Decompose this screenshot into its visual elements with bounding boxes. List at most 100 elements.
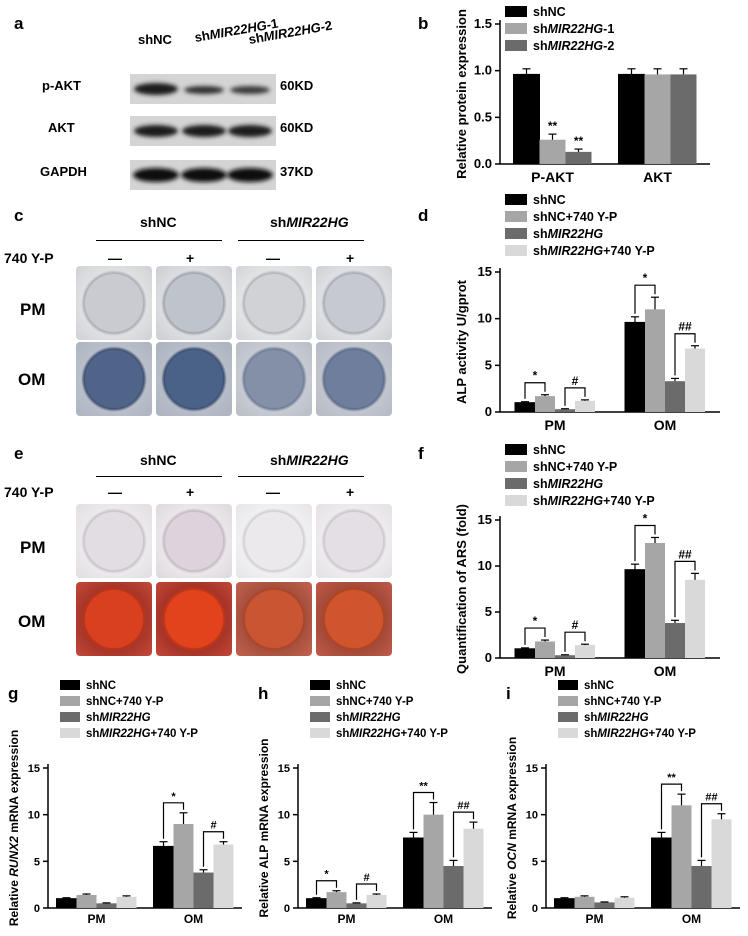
significance-label: *	[533, 369, 538, 383]
legend-swatch-0	[505, 6, 527, 17]
panel-letter-a: a	[14, 14, 24, 33]
bar-OM-2	[665, 623, 685, 658]
bar-PM-1	[535, 396, 555, 412]
group-line-shnc-e	[96, 476, 222, 477]
sign-c-4: +	[346, 250, 355, 266]
y-tick-label: 5	[485, 604, 492, 619]
blot-strip-pakt	[130, 74, 276, 104]
y-tick-label: 1.5	[474, 16, 492, 31]
significance-label: **	[548, 119, 558, 133]
legend-label-0: shNC	[584, 680, 614, 692]
row-label-om-c: OM	[18, 370, 46, 389]
legend-label-3: shMIR22HG+740 Y-P	[336, 728, 448, 740]
bar-PM-0	[554, 898, 575, 909]
x-tick-label-PM: PM	[545, 663, 566, 678]
legend-label-0: shNC	[533, 193, 566, 207]
significance-bracket	[524, 627, 546, 645]
legend-swatch-3	[60, 728, 80, 738]
size-label-pakt: 60KD	[280, 78, 314, 93]
panel-letter-h: h	[258, 684, 269, 703]
legend-label-0: shNC	[533, 443, 566, 457]
y-tick-label: 5	[532, 856, 538, 868]
row-label-gapdh: GAPDH	[40, 164, 87, 179]
legend-label-2: shMIR22HG	[336, 712, 401, 724]
y-tick-label: 15	[28, 763, 40, 775]
bar-OM-1	[423, 814, 444, 908]
bar-OM-0	[403, 837, 424, 909]
bar-PM-2	[555, 655, 575, 658]
significance-label: **	[574, 134, 584, 148]
bar-OM-2	[691, 866, 712, 908]
dish-e-om-1	[76, 582, 152, 656]
legend-label-2: shMIR22HG	[533, 227, 603, 241]
chart-f: shNC shNC+740 Y-P shMIR22HG shMIR22HG+740 Y…	[454, 443, 720, 678]
y-tick-label: 15	[278, 763, 290, 775]
legend-swatch-0	[505, 194, 527, 205]
y-tick-label: 10	[28, 810, 40, 822]
group-label-shmir-c: shMIR22HG	[270, 214, 349, 230]
bar-PM-0	[56, 898, 77, 909]
significance-bracket	[564, 631, 586, 652]
dish-e-pm-4	[316, 504, 392, 578]
y-tick-label: 0	[34, 903, 40, 915]
legend-swatch-2	[505, 228, 527, 239]
bar-PM-3	[575, 400, 595, 412]
x-tick-label-OM: OM	[184, 912, 203, 926]
panel-letter-f: f	[418, 444, 424, 463]
significance-bracket	[674, 333, 696, 376]
significance-bracket	[412, 791, 435, 830]
significance-label: #	[363, 872, 369, 884]
significance-bracket	[202, 831, 225, 867]
panel-letter-e: e	[14, 444, 24, 463]
y-axis-label: Quantification of ARS (fold)	[454, 504, 469, 674]
legend-label-1: shNC+740 Y-P	[533, 210, 617, 224]
bar-OM-1	[173, 824, 194, 908]
bar-OM-1	[645, 309, 665, 412]
sign-e-4: +	[346, 484, 355, 500]
sign-c-2: +	[186, 250, 195, 266]
bar-PM-1	[535, 641, 555, 658]
bar-P-AKT-0	[513, 73, 540, 165]
row-label-pm-c: PM	[20, 300, 46, 319]
panel-letter-i: i	[506, 684, 511, 703]
legend-label-3: shMIR22HG+740 Y-P	[533, 494, 655, 508]
bar-OM-0	[624, 321, 646, 413]
significance-bracket	[660, 783, 683, 830]
legend-label-1: shNC+740 Y-P	[533, 460, 617, 474]
significance-bracket	[452, 811, 475, 858]
y-tick-label: 10	[478, 311, 492, 326]
legend-label-1: shMIR22HG-1	[533, 22, 614, 36]
legend-swatch-0	[505, 444, 527, 455]
significance-bracket	[700, 803, 723, 858]
row-label-pm-e: PM	[20, 538, 46, 557]
x-tick-label-OM: OM	[654, 663, 677, 678]
bar-AKT-0	[618, 73, 645, 165]
bar-OM-0	[624, 569, 646, 659]
panel-letter-g: g	[8, 684, 19, 703]
significance-bracket	[564, 387, 586, 406]
legend-label-2: shMIR22HG	[533, 477, 603, 491]
bar-OM-2	[665, 381, 685, 412]
chart-h: shNC shNC+740 Y-P shMIR22HG shMIR22HG+740 Y…	[257, 680, 492, 926]
y-axis-label: Relative RUNX2 mRNA expression	[7, 730, 21, 926]
group-line-shmir-c	[238, 240, 364, 241]
x-tick-label-OM: OM	[654, 417, 677, 433]
legend-label-3: shMIR22HG+740 Y-P	[584, 728, 696, 740]
legend-swatch-2	[310, 712, 330, 722]
bar-OM-3	[685, 348, 705, 412]
significance-bracket	[634, 284, 656, 314]
legend-swatch-0	[60, 680, 80, 690]
legend-label-1: shNC+740 Y-P	[86, 696, 164, 708]
bar-PM-0	[306, 898, 327, 909]
lane-label-shnc: shNC	[138, 32, 172, 47]
legend-swatch-0	[558, 680, 578, 690]
y-tick-label: 0	[485, 650, 492, 665]
dish-c-om-2	[156, 342, 232, 416]
legend-label-2: shMIR22HG	[584, 712, 649, 724]
bar-OM-3	[685, 579, 705, 658]
x-tick-label-OM: OM	[434, 912, 453, 926]
significance-bracket	[355, 883, 378, 900]
y-tick-label: 0.5	[474, 109, 492, 124]
chart-i: shNC shNC+740 Y-P shMIR22HG shMIR22HG+740 Y…	[505, 680, 740, 926]
significance-label: ##	[705, 792, 717, 804]
